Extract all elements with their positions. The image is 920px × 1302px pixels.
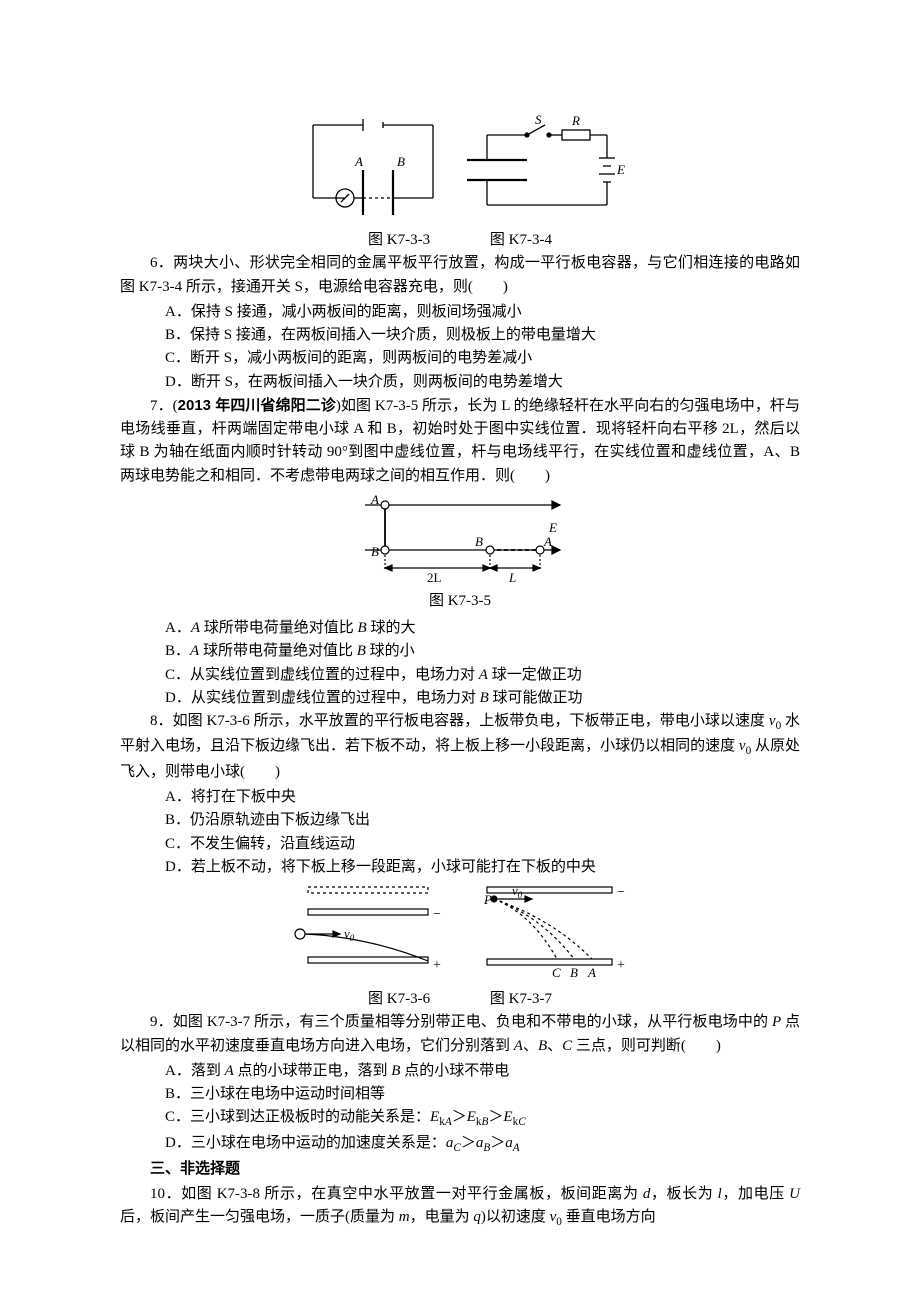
- caption-k736: 图 K7-3-6: [368, 988, 430, 1011]
- q6-optD: D．断开 S，在两板间插入一块介质，则两板间的电势差增大: [120, 371, 800, 394]
- q7-optB: B．A 球所带电荷量绝对值比 B 球的小: [120, 640, 800, 663]
- q7-stem-bold: 2013 年四川省绵阳二诊: [178, 397, 336, 414]
- figure-k737: P v0 − + C B A: [462, 879, 642, 984]
- figure-k735-wrap: A B B A E 2L L 图 K7-3-5: [120, 490, 800, 613]
- q8-optC: C．不发生偏转，沿直线运动: [120, 833, 800, 856]
- figure-k735: A B B A E 2L L: [345, 490, 575, 590]
- q7-stem-pre: 7．(: [150, 398, 178, 414]
- q8-optA: A．将打在下板中央: [120, 786, 800, 809]
- label-E: E: [616, 162, 625, 177]
- q8-stem: 8．如图 K7-3-6 所示，水平放置的平行板电容器，上板带负电，下板带正电，带…: [120, 710, 800, 784]
- figure-k733: A B: [293, 110, 453, 225]
- k735-A2: A: [543, 534, 552, 549]
- q7-optD: D．从实线位置到虚线位置的过程中，电场力对 B 球可能做正功: [120, 687, 800, 710]
- k737-B: B: [570, 965, 578, 980]
- q6-optC: C．断开 S，减小两板间的距离，则两板间的电势差减小: [120, 347, 800, 370]
- section-3-title: 三、非选择题: [120, 1157, 800, 1180]
- q6-optB: B．保持 S 接通，在两板间插入一块介质，则极板上的带电量增大: [120, 324, 800, 347]
- label-S: S: [535, 112, 542, 127]
- caption-k737: 图 K7-3-7: [490, 988, 552, 1011]
- q6-optA: A．保持 S 接通，减小两板间的距离，则板间场强减小: [120, 301, 800, 324]
- q8-optD: D．若上板不动，将下板上移一段距离，小球可能打在下板的中央: [120, 856, 800, 879]
- k735-2L: 2L: [427, 570, 442, 585]
- q8-optB: B．仍沿原轨迹由下板边缘飞出: [120, 809, 800, 832]
- k737-A: A: [587, 965, 596, 980]
- q7-optC: C．从实线位置到虚线位置的过程中，电场力对 A 球一定做正功: [120, 664, 800, 687]
- caption-k733: 图 K7-3-3: [368, 229, 430, 252]
- q7-optA: A．A 球所带电荷量绝对值比 B 球的大: [120, 617, 800, 640]
- k735-B2: B: [475, 534, 483, 549]
- q10-stem: 10．如图 K7-3-8 所示，在真空中水平放置一对平行金属板，板间距离为 d，…: [120, 1183, 800, 1232]
- captions-k733-k734: 图 K7-3-3 图 K7-3-4: [120, 229, 800, 252]
- k735-E: E: [548, 520, 557, 535]
- q9-optC: C．三小球到达正极板时的动能关系是：EkA＞EkB＞EkC: [120, 1106, 800, 1131]
- k736-plus: +: [433, 958, 441, 973]
- figure-k734: S R E: [457, 110, 627, 225]
- q7-stem: 7．(2013 年四川省绵阳二诊)如图 K7-3-5 所示，长为 L 的绝缘轻杆…: [120, 394, 800, 488]
- k735-A1: A: [370, 492, 379, 507]
- k737-P: P: [483, 892, 492, 907]
- k737-C: C: [552, 965, 561, 980]
- k736-minus: −: [433, 907, 441, 922]
- label-R: R: [571, 113, 580, 128]
- k736-v0: v0: [344, 926, 355, 943]
- k737-minus: −: [617, 885, 625, 900]
- figures-k733-k734: A B: [120, 110, 800, 225]
- captions-k736-k737: 图 K7-3-6 图 K7-3-7: [120, 988, 800, 1011]
- figures-k736-k737: v0 − + P v0 − +: [120, 879, 800, 984]
- figure-k736: v0 − +: [278, 879, 458, 984]
- label-A: A: [354, 154, 363, 169]
- k735-B1: B: [371, 544, 379, 559]
- caption-k734: 图 K7-3-4: [490, 229, 552, 252]
- k737-plus: +: [617, 958, 625, 973]
- page: A B: [0, 0, 920, 1293]
- k737-v0: v0: [512, 883, 523, 900]
- q9-optB: B．三小球在电场中运动时间相等: [120, 1083, 800, 1106]
- label-B: B: [397, 154, 405, 169]
- caption-k735: 图 K7-3-5: [120, 590, 800, 613]
- q6-stem: 6．两块大小、形状完全相同的金属平板平行放置，构成一平行板电容器，与它们相连接的…: [120, 252, 800, 299]
- q9-optD: D．三小球在电场中运动的加速度关系是：aC＞aB＞aA: [120, 1132, 800, 1157]
- k735-L: L: [508, 570, 516, 585]
- q9-stem: 9．如图 K7-3-7 所示，有三个质量相等分别带正电、负电和不带电的小球，从平…: [120, 1011, 800, 1058]
- q9-optA: A．落到 A 点的小球带正电，落到 B 点的小球不带电: [120, 1060, 800, 1083]
